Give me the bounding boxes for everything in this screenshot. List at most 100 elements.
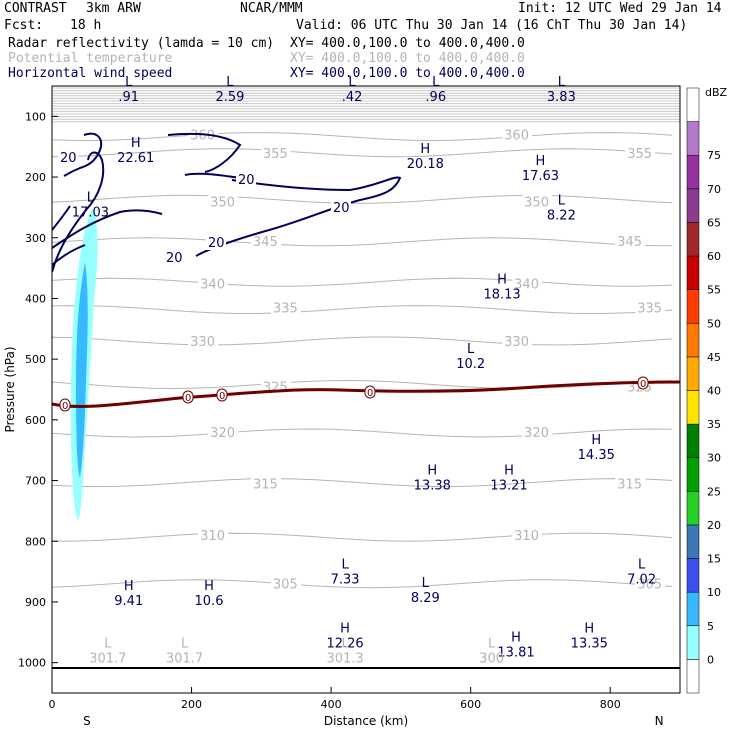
wind-label-20: 20 (208, 236, 225, 251)
reflectivity-10dbz-area (76, 262, 88, 478)
extremum-type-L: L (87, 190, 95, 205)
theta-label-bg (250, 232, 281, 248)
extremum-value: 18.13 (483, 287, 520, 302)
wind-label-20: 20 (238, 173, 255, 188)
colorbar-swatch (686, 188, 700, 223)
zero-label-bg (364, 385, 376, 399)
colorbar-label: 45 (707, 351, 721, 364)
reflectivity-shading (70, 208, 98, 520)
field-xy-reflectivity: XY= 400.0,100.0 to 400.0,400.0 (290, 36, 525, 51)
extremum-value: 10.2 (456, 357, 485, 372)
colorbar-swatch (686, 289, 700, 324)
extremum-type-L: L (488, 637, 496, 652)
colorbar-swatch (686, 121, 700, 156)
extremum-value: .96 (425, 90, 446, 105)
wind-label-20: 20 (333, 201, 350, 216)
extremum-value: 17.03 (72, 205, 109, 220)
extremum-value: 14.35 (578, 448, 615, 463)
extremum-type-H: H (497, 272, 507, 287)
extremum-value: 301.3 (326, 652, 363, 667)
colorbar-label: 35 (707, 418, 721, 431)
extremum-type-H: H (504, 464, 514, 479)
field-name-reflectivity: Radar reflectivity (lamda = 10 cm) (8, 36, 275, 51)
colorbar-label: 50 (707, 317, 721, 330)
colorbar-label: 15 (707, 553, 721, 566)
colorbar-swatch (686, 659, 700, 694)
colorbar-label: 20 (707, 519, 721, 532)
theta-contour-320 (52, 428, 673, 438)
extremum-value: 22.61 (117, 151, 154, 166)
y-tick-label: 700 (25, 475, 46, 488)
extremum-value: 10.6 (195, 594, 224, 609)
colorbar-swatch (686, 255, 700, 290)
theta-label-bg (512, 527, 543, 543)
wind-20-contour-c (167, 132, 242, 179)
colorbar-swatch (686, 591, 700, 627)
theta-label-305: 305 (637, 578, 662, 593)
colorbar-label: 5 (707, 620, 714, 633)
y-tick-label: 100 (25, 110, 46, 123)
extremum-type-L: L (104, 637, 112, 652)
theta-label-360: 360 (190, 129, 215, 144)
zero-label-bg (182, 390, 194, 404)
extremum-value: 9.41 (114, 594, 143, 609)
theta-label-335: 335 (273, 302, 298, 317)
colorbar-label: 25 (707, 485, 721, 498)
theta-label-330: 330 (190, 335, 215, 350)
theta-label-bg (502, 332, 533, 348)
colorbar-label: 70 (707, 183, 721, 196)
theta-label-320: 320 (524, 426, 549, 441)
theta-label-310: 310 (200, 529, 225, 544)
extremum-type-H: H (204, 579, 214, 594)
colorbar-swatch (686, 423, 700, 458)
colorbar-label: 10 (707, 586, 721, 599)
extremum-value: 3.83 (547, 90, 576, 105)
theta-label-bg (260, 144, 291, 160)
colorbar-swatch (686, 323, 700, 358)
extremum-type-H: H (584, 621, 594, 636)
extremum-type-L: L (422, 576, 430, 591)
extremum-value: 8.22 (547, 208, 576, 223)
theta-label-bg (522, 193, 553, 209)
field-name-wind: Horizontal wind speed (8, 66, 173, 81)
zero-label: 0 (640, 379, 646, 390)
wind-20-contour-d (195, 176, 402, 257)
theta-label-bg (615, 232, 646, 248)
x-tick-label: 400 (321, 698, 342, 711)
theta-label-bg (250, 475, 281, 491)
zero-label: 0 (219, 391, 225, 402)
valid-time: Valid: 06 UTC Thu 30 Jan 14 (16 ChT Thu … (296, 18, 688, 33)
extremum-type-H: H (591, 433, 601, 448)
y-tick-label: 400 (25, 292, 46, 305)
y-tick-label: 800 (25, 535, 46, 548)
forecast-label: Fcst: (4, 18, 44, 33)
theta-contour-315 (52, 478, 673, 488)
wind-20-contour-b (52, 151, 105, 273)
colorbar-label: 65 (707, 216, 721, 229)
theta-label-350: 350 (210, 195, 235, 210)
colorbar-label: 60 (707, 250, 721, 263)
theta-contour-335 (52, 305, 673, 315)
zero-label: 0 (367, 388, 373, 399)
theta-contour-330 (52, 336, 673, 346)
y-tick-label: 900 (25, 596, 46, 609)
theta-label-bg (270, 575, 301, 591)
theta-label-315: 315 (253, 478, 278, 493)
colorbar-label: 0 (707, 653, 714, 666)
colorbar-label: 55 (707, 284, 721, 297)
theta-label-bg (635, 575, 666, 591)
theta-label-bg (208, 423, 239, 439)
extremum-value: 13.38 (414, 479, 451, 494)
extremum-type-H: H (427, 464, 437, 479)
x-tick-label: 0 (49, 698, 56, 711)
colorbar-swatch (686, 356, 700, 391)
center-name: NCAR/MMM (240, 1, 303, 16)
theta-label-310: 310 (514, 529, 539, 544)
wind-label-bg (331, 201, 351, 215)
colorbar-label: 75 (707, 149, 721, 162)
extremum-value: 13.35 (571, 636, 608, 651)
theta-label-345: 345 (253, 235, 278, 250)
colorbar-label: 30 (707, 452, 721, 465)
extremum-value: 12.26 (326, 636, 363, 651)
axes: 0 200 400 600 800100200300400500600700800900… (3, 110, 664, 728)
